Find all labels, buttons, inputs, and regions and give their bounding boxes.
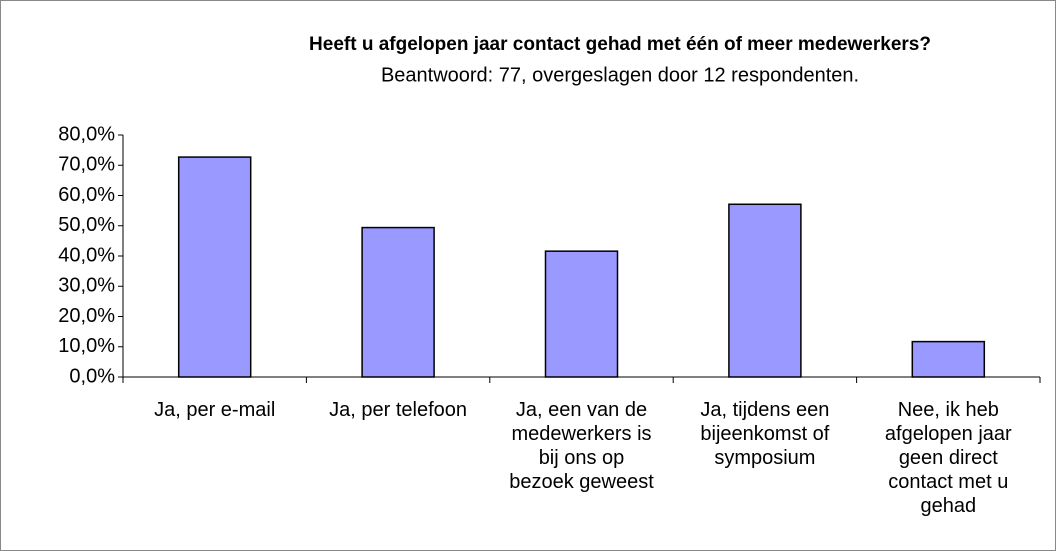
y-tick-label: 20,0% — [58, 305, 115, 327]
bar — [544, 250, 619, 378]
x-tick-label: Ja, per e-mail — [154, 399, 276, 421]
y-tick-label: 0,0% — [69, 365, 115, 387]
chart-title: Heeft u afgelopen jaar contact gehad met… — [309, 34, 931, 55]
x-tick-label: Ja, een van de medewerkers is bij ons op… — [509, 399, 654, 493]
bar — [728, 203, 802, 378]
y-tick-label: 40,0% — [58, 244, 115, 266]
x-tick-label: Ja, per telefoon — [329, 399, 468, 421]
chart-subtitle: Beantwoord: 77, overgeslagen door 12 res… — [381, 64, 859, 86]
bar — [361, 226, 435, 378]
x-tick-label: Nee, ik heb afgelopen jaar geen direct c… — [884, 399, 1012, 517]
y-tick-label: 10,0% — [58, 335, 115, 357]
y-tick-label: 50,0% — [58, 214, 115, 236]
y-tick-label: 70,0% — [58, 154, 115, 176]
y-tick-label: 80,0% — [58, 123, 115, 145]
y-tick-label: 60,0% — [58, 184, 115, 206]
x-tick-label: Ja, tijdens een bijeenkomst of symposium — [700, 399, 830, 469]
y-tick-label: 30,0% — [58, 275, 115, 297]
bar — [177, 156, 252, 378]
bar — [911, 340, 986, 378]
